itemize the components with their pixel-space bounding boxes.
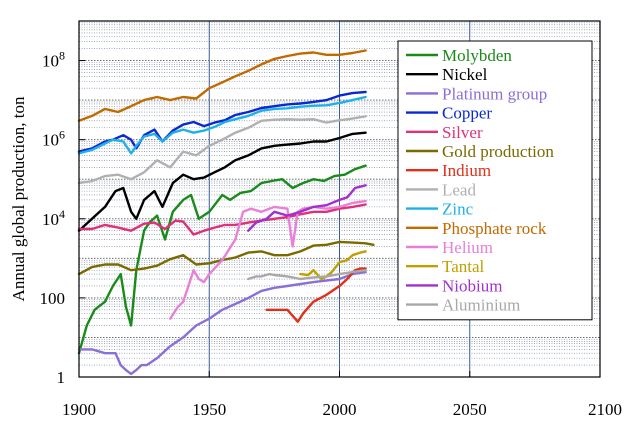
series-line-tantal [299, 250, 367, 281]
series-line-lead [77, 115, 367, 185]
y-tick-label: 100 [40, 289, 66, 308]
legend-label: Aluminium [442, 296, 520, 315]
x-tick-label: 2050 [453, 400, 487, 419]
legend-label: Tantal [442, 257, 485, 276]
legend-label: Phosphate rock [442, 219, 547, 238]
series-line-copper [77, 90, 367, 153]
series-line-zinc [77, 95, 367, 155]
legend-label: Platinum group [442, 84, 547, 103]
legend-label: Silver [442, 123, 483, 142]
series-line-niobium [247, 184, 367, 232]
series-line-platinum-group [77, 270, 367, 376]
legend-label: Nickel [442, 65, 488, 84]
legend-label: Lead [442, 180, 476, 199]
y-tick-label: 104 [42, 207, 65, 229]
y-axis-label: Annual global production, ton [9, 96, 28, 301]
series-line-gold-production [77, 240, 375, 276]
series-line-molybden [77, 164, 367, 355]
series-line-indium [265, 267, 367, 323]
legend-label: Helium [442, 238, 493, 257]
y-tick-label: 108 [42, 49, 65, 71]
x-axis-ticks: 1900 1950 2000 2050 2100 [62, 371, 622, 419]
legend-label: Indium [442, 161, 491, 180]
x-tick-label: 2100 [588, 400, 622, 419]
legend-label: Molybden [442, 46, 512, 65]
series-lines [77, 49, 375, 376]
series-line-nickel [77, 131, 367, 232]
legend-label: Niobium [442, 276, 502, 295]
y-tick-label: 106 [42, 128, 65, 150]
legend-label: Zinc [442, 200, 474, 219]
legend-label: Gold production [442, 142, 554, 161]
series-line-phosphate-rock [77, 49, 367, 123]
x-tick-label: 2000 [323, 400, 357, 419]
legend-box [397, 40, 593, 321]
x-tick-label: 1950 [192, 400, 226, 419]
series-line-aluminium [247, 269, 367, 281]
legend-label: Copper [442, 104, 492, 123]
y-tick-label: 1 [57, 368, 66, 387]
y-axis-ticks: 1 100 104 106 108 [40, 49, 85, 387]
series-line-silver [77, 203, 367, 236]
x-tick-label: 1900 [62, 400, 96, 419]
